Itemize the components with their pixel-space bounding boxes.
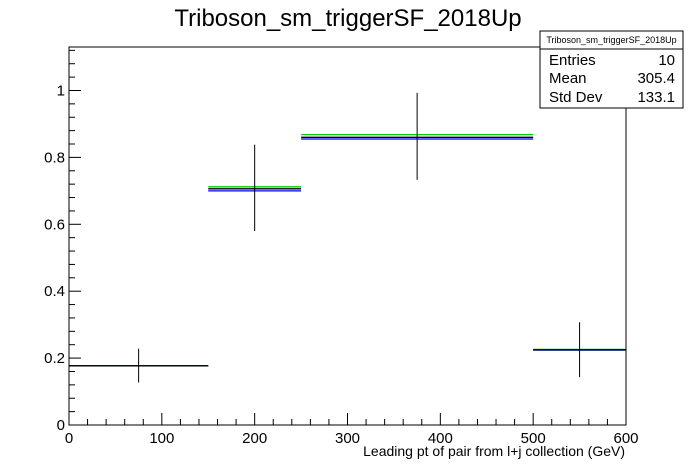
stats-mean-label: Mean — [549, 70, 587, 87]
y-tick-label: 1 — [57, 82, 65, 99]
y-tick-label: 0.6 — [44, 216, 65, 233]
x-tick-label: 300 — [335, 430, 360, 447]
stats-stddev-label: Std Dev — [549, 89, 603, 106]
error-bars — [138, 92, 581, 383]
y-tick-label: 0.4 — [44, 283, 65, 300]
y-tick-label: 0.2 — [44, 350, 65, 367]
x-axis: 0 100 200 300 400 500 600 — [65, 413, 639, 447]
x-tick-label: 100 — [149, 430, 174, 447]
x-tick-label: 600 — [613, 430, 638, 447]
stats-box: Triboson_sm_triggerSF_2018Up Entries 10 … — [539, 30, 684, 109]
x-axis-title: Leading pt of pair from l+j collection (… — [363, 443, 625, 459]
stats-entries-value: 10 — [658, 52, 675, 69]
stats-box-frame — [539, 30, 684, 109]
x-tick-label: 500 — [521, 430, 546, 447]
stats-entries-label: Entries — [549, 52, 596, 69]
y-axis: 0 0.2 0.4 0.6 0.8 1 — [44, 49, 81, 434]
stats-box-title: Triboson_sm_triggerSF_2018Up — [546, 35, 676, 45]
x-tick-label: 200 — [242, 430, 267, 447]
x-tick-label: 400 — [428, 430, 453, 447]
chart-title: Triboson_sm_triggerSF_2018Up — [174, 5, 521, 32]
y-tick-label: 0.8 — [44, 149, 65, 166]
x-tick-label: 0 — [65, 430, 73, 447]
y-tick-label: 0 — [57, 417, 65, 434]
stats-mean-value: 305.4 — [637, 70, 675, 87]
stats-stddev-value: 133.1 — [637, 89, 675, 106]
